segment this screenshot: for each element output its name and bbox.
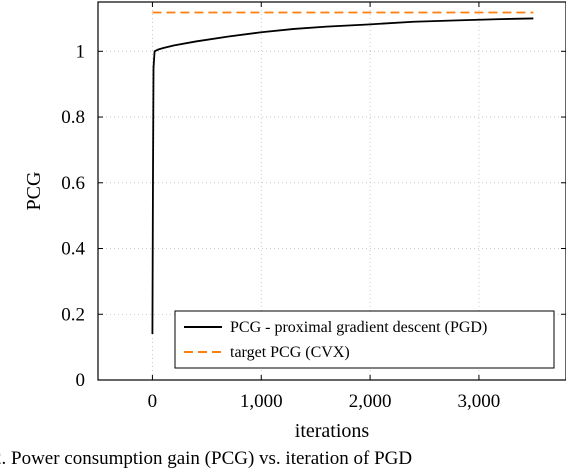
axis-ticks: 0 1,000 2,000 3,000 0 0.2 0.4 0.6 0.8 1 bbox=[61, 2, 566, 412]
y-tick-label: 0.6 bbox=[61, 173, 85, 194]
y-tick-label: 0 bbox=[76, 370, 86, 391]
legend-box bbox=[174, 310, 555, 369]
x-tick-label: 1,000 bbox=[240, 391, 283, 412]
plot-frame bbox=[97, 1, 566, 381]
y-tick-label: 1 bbox=[76, 41, 86, 62]
x-tick-label: 2,000 bbox=[349, 391, 392, 412]
x-tick-label: 0 bbox=[148, 391, 158, 412]
y-tick-label: 0.4 bbox=[61, 239, 85, 260]
x-axis-label: iterations bbox=[295, 420, 370, 442]
y-tick-label: 0.8 bbox=[61, 107, 85, 128]
figure-caption: 2. Power consumption gain (PCG) vs. iter… bbox=[0, 448, 413, 469]
x-tick-label: 3,000 bbox=[458, 391, 501, 412]
legend-label-cvx: target PCG (CVX) bbox=[230, 344, 350, 361]
y-tick-label: 0.2 bbox=[61, 304, 85, 325]
legend: PCG - proximal gradient descent (PGD) ta… bbox=[174, 310, 555, 369]
legend-label-pgd: PCG - proximal gradient descent (PGD) bbox=[230, 319, 487, 336]
series-lines bbox=[151, 11, 534, 334]
y-axis-label: PCG bbox=[23, 172, 45, 211]
series-line-pgd bbox=[151, 17, 534, 334]
